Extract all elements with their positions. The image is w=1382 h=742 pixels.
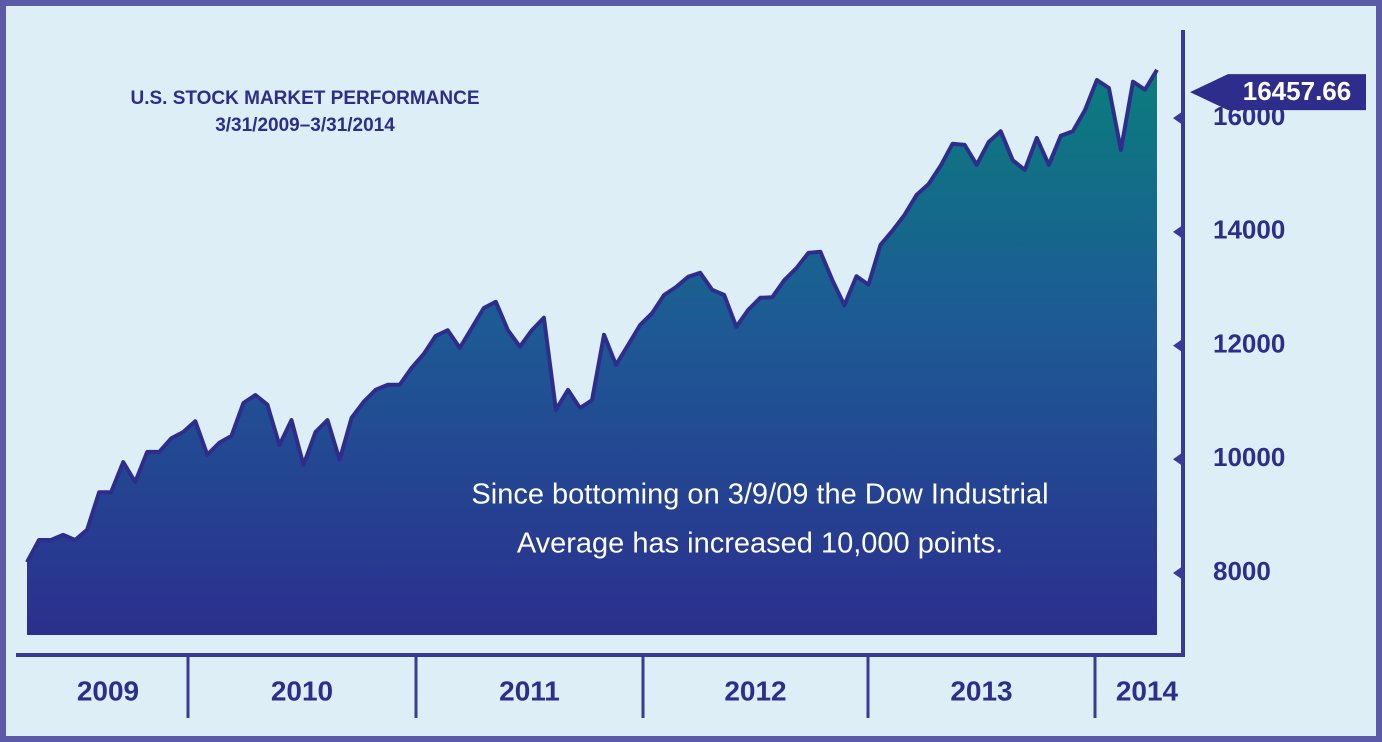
callout-box <box>1190 74 1366 111</box>
callout-label: 16457.66 <box>1243 76 1351 106</box>
area <box>27 69 1157 636</box>
x-tick-label: 2009 <box>77 675 139 706</box>
chart-title: U.S. STOCK MARKET PERFORMANCE <box>130 88 479 109</box>
y-tick <box>1173 338 1183 353</box>
x-tick-label: 2012 <box>724 675 786 706</box>
line <box>25 68 1159 564</box>
y-tick <box>1173 566 1183 581</box>
x-tick-label: 2013 <box>950 675 1012 706</box>
plot <box>25 68 1159 636</box>
y-tick <box>1173 452 1183 467</box>
y-tick <box>1173 224 1183 239</box>
annotation: Since bottoming on 3/9/09 the Dow Indust… <box>471 479 1048 511</box>
x-tick-label: 2011 <box>499 675 560 706</box>
y-tick-label: 10000 <box>1213 442 1285 472</box>
x-tick-label: 2014 <box>1116 675 1179 706</box>
y-tick-label: 12000 <box>1213 328 1285 358</box>
y-tick-label: 14000 <box>1213 215 1285 245</box>
x-tick-label: 2010 <box>271 675 333 706</box>
y-tick-label: 8000 <box>1213 556 1271 586</box>
chart-subtitle: 3/31/2009–3/31/2014 <box>215 115 395 136</box>
annotation: Average has increased 10,000 points. <box>517 528 1003 560</box>
y-tick <box>1173 111 1183 126</box>
